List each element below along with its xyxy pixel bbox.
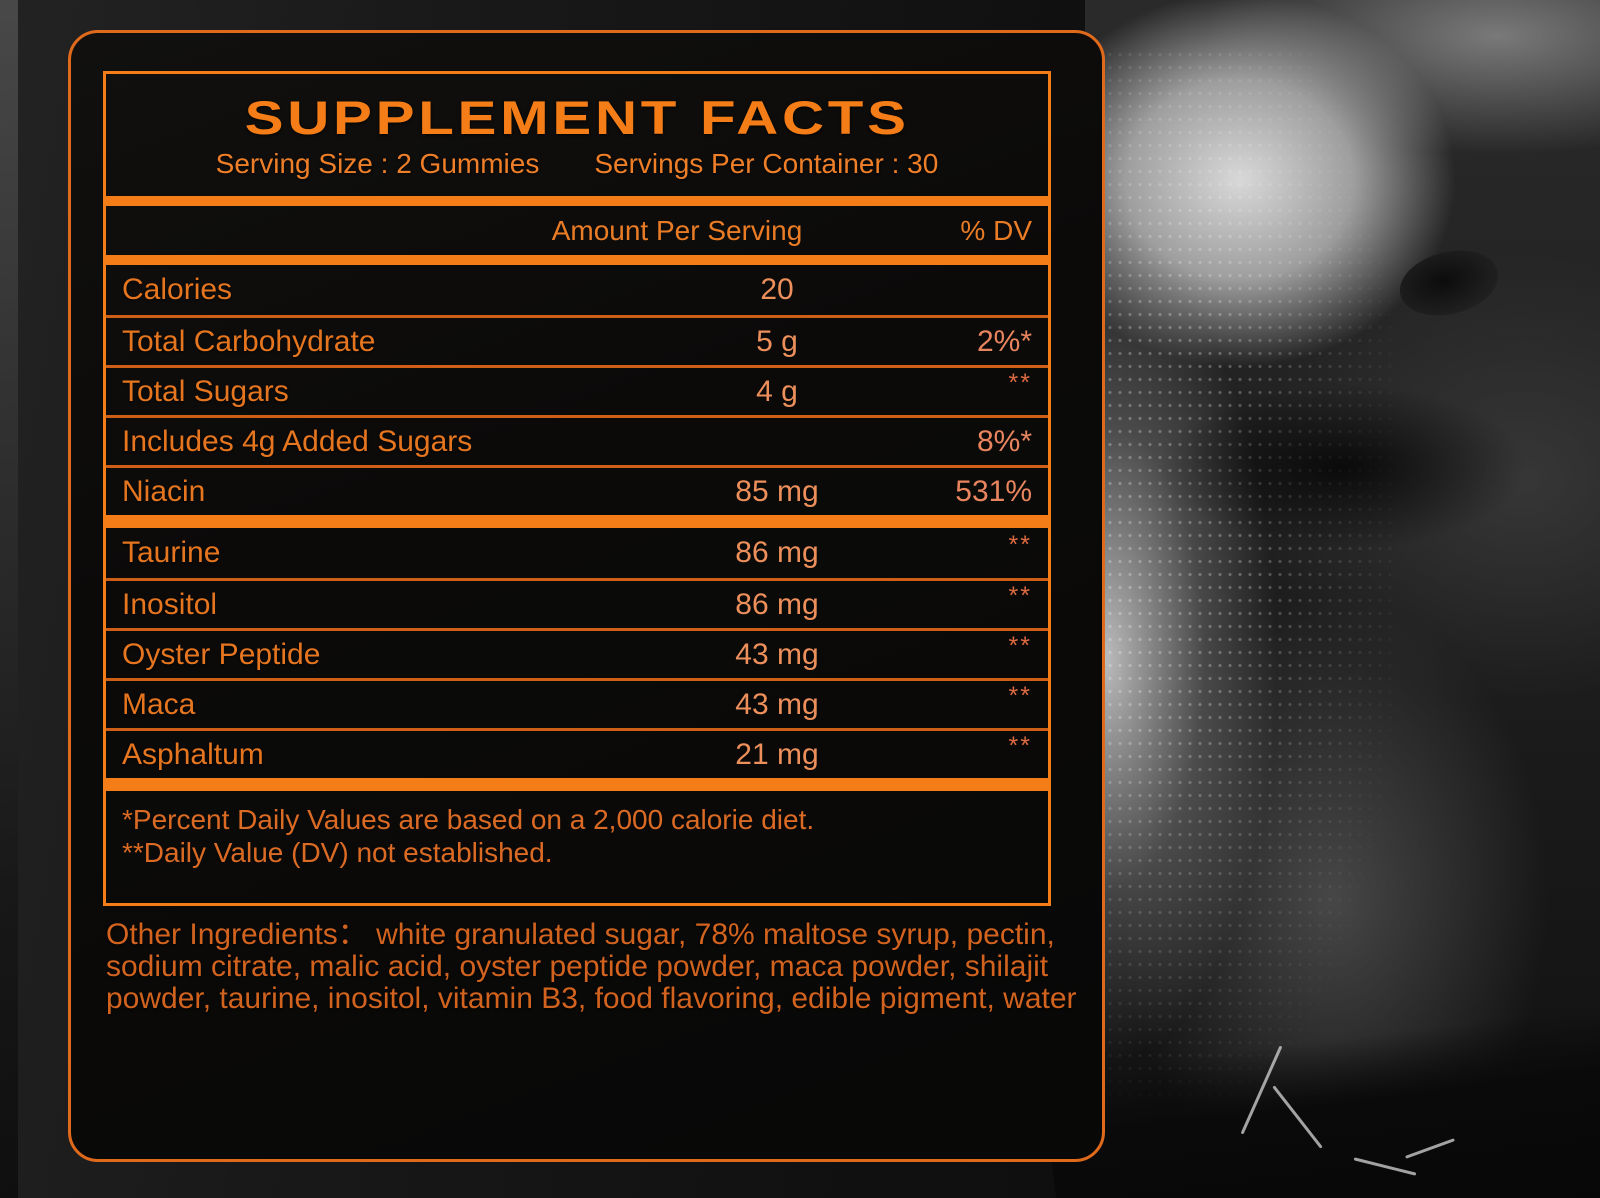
dv-column-header: % DV (960, 214, 1032, 246)
table-row: Maca 43 mg ** (106, 678, 1048, 728)
footnotes: *Percent Daily Values are based on a 2,0… (106, 791, 1048, 869)
table-row: Inositol 86 mg ** (106, 578, 1048, 628)
nutrient-name: Oyster Peptide (122, 637, 321, 671)
torso-photo (1041, 0, 1600, 1198)
table-row: Includes 4g Added Sugars 8%* (106, 415, 1048, 465)
nipple-shadow (1393, 240, 1506, 325)
nutrient-name: Asphaltum (122, 737, 264, 771)
nutrient-dv: 2%* (976, 324, 1032, 358)
table-row: Asphaltum 21 mg ** (106, 728, 1048, 778)
divider-bar (106, 255, 1048, 265)
nutrient-amount: 4 g (756, 374, 798, 408)
table-row: Niacin 85 mg 531% (106, 465, 1048, 515)
nutrient-amount: 21 mg (735, 737, 819, 771)
divider-bar (106, 196, 1048, 206)
serving-size-label: Serving Size : 2 Gummies (215, 148, 540, 179)
nutrient-amount: 86 mg (735, 587, 819, 621)
nutrient-dv: ** (1008, 369, 1032, 397)
nutrient-amount: 5 g (756, 324, 798, 358)
nutrient-dv: ** (1008, 732, 1032, 760)
nutrient-amount: 85 mg (735, 474, 819, 508)
nutrient-amount: 20 (760, 273, 794, 306)
nutrient-dv: ** (1008, 530, 1032, 559)
serving-info-row: Serving Size : 2 Gummies Servings Per Co… (106, 148, 1048, 180)
nutrient-amount: 43 mg (735, 637, 819, 671)
nutrient-dv: ** (1008, 632, 1032, 660)
nutrient-name: Calories (122, 273, 233, 306)
nutrient-name: Inositol (122, 587, 218, 621)
nutrient-dv: ** (1008, 682, 1032, 710)
nutrient-rows: Calories 20 Total Carbohydrate 5 g 2%* T… (106, 265, 1048, 778)
nutrient-name: Total Sugars (122, 374, 289, 408)
facts-table-box: SUPPLEMENT FACTS Serving Size : 2 Gummie… (103, 71, 1051, 906)
footnote-dv-not-established: **Daily Value (DV) not established. (122, 837, 553, 868)
pec-shadow (1157, 383, 1528, 552)
divider-bar (106, 515, 1048, 528)
divider-bar (106, 778, 1048, 791)
footnote-daily-values: *Percent Daily Values are based on a 2,0… (122, 804, 815, 835)
table-row: Taurine 86 mg ** (106, 528, 1048, 578)
table-header-row: Amount Per Serving % DV (106, 206, 1048, 255)
nutrient-dv: ** (1008, 582, 1032, 610)
table-row: Total Sugars 4 g ** (106, 365, 1048, 415)
nutrient-amount: 86 mg (735, 536, 819, 569)
nutrient-name: Niacin (122, 474, 206, 508)
table-row: Calories 20 (106, 265, 1048, 315)
table-row: Oyster Peptide 43 mg ** (106, 628, 1048, 678)
nutrient-dv: 8%* (976, 424, 1032, 458)
nutrient-name: Total Carbohydrate (122, 324, 376, 358)
amount-column-header: Amount Per Serving (551, 214, 803, 246)
nutrient-name: Includes 4g Added Sugars (122, 424, 473, 458)
servings-per-container-label: Servings Per Container : 30 (594, 148, 939, 179)
nutrient-name: Taurine (122, 536, 221, 569)
other-ingredients-text: Other Ingredients： white granulated suga… (106, 918, 1077, 1015)
nutrient-dv: 531% (955, 474, 1032, 508)
supplement-facts-panel: SUPPLEMENT FACTS Serving Size : 2 Gummie… (68, 30, 1105, 1162)
page-title: SUPPLEMENT FACTS (244, 91, 910, 144)
background-left-light-band (0, 0, 18, 1198)
title-row: SUPPLEMENT FACTS (106, 90, 1048, 144)
nutrient-name: Maca (122, 687, 196, 721)
nutrient-amount: 43 mg (735, 687, 819, 721)
table-row: Total Carbohydrate 5 g 2%* (106, 315, 1048, 365)
sweat-texture (1085, 47, 1394, 1103)
